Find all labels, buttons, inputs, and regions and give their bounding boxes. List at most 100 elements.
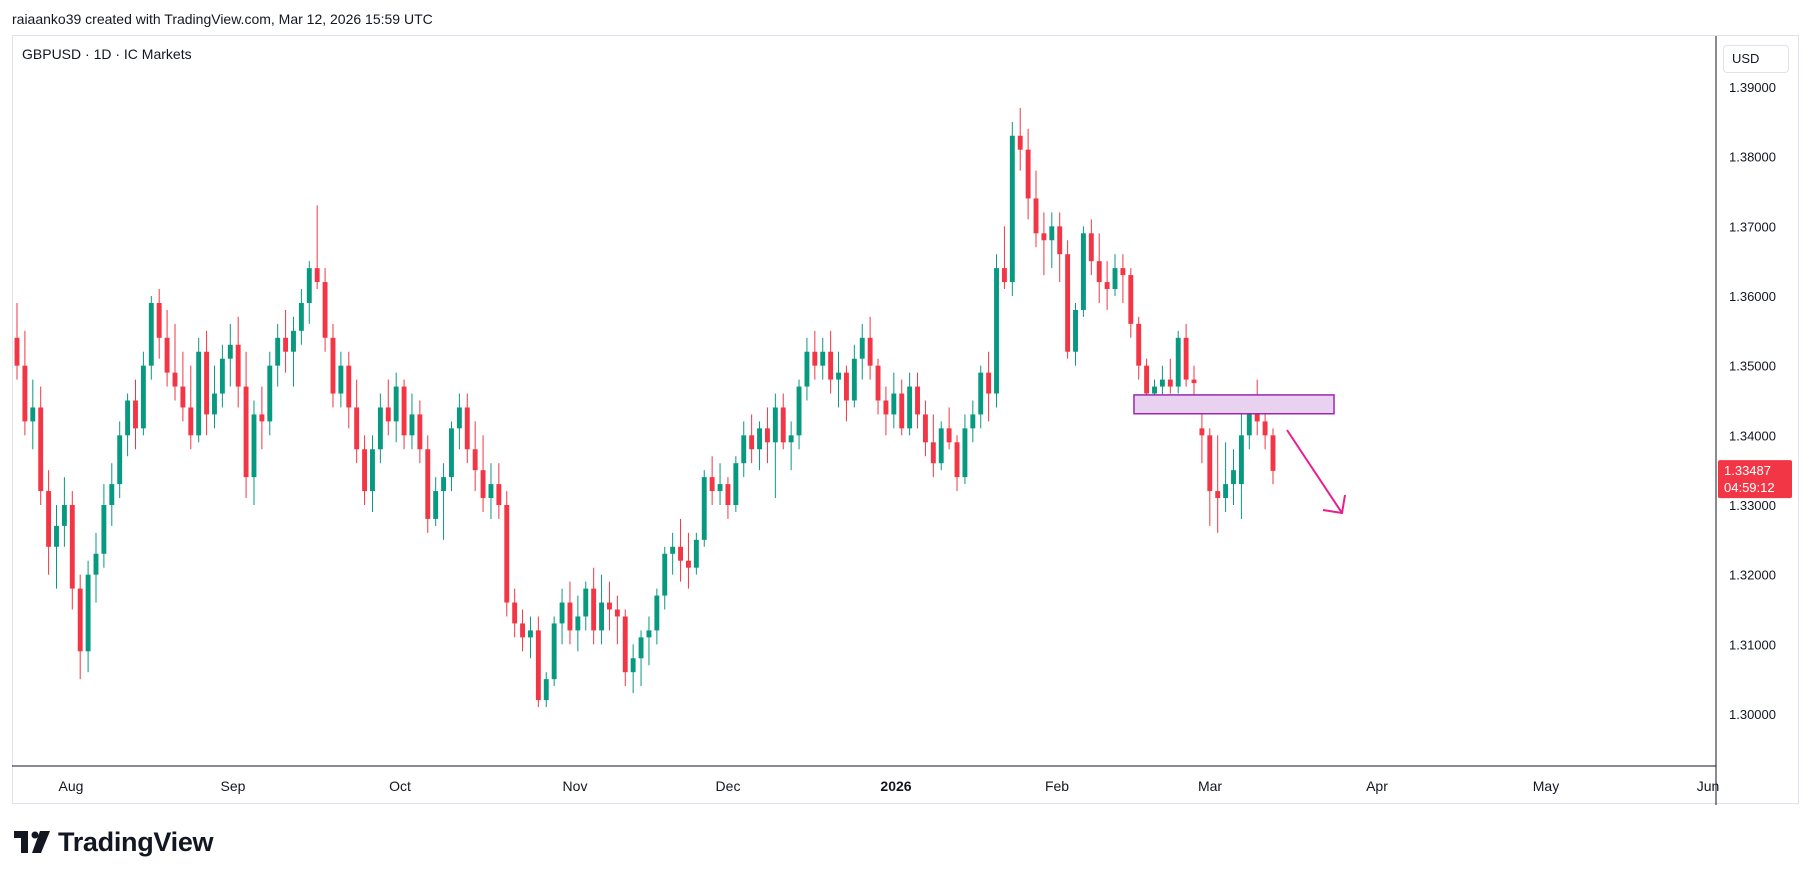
candle[interactable] — [488, 463, 494, 519]
candle[interactable] — [314, 205, 320, 290]
candle[interactable] — [1238, 407, 1244, 519]
candle[interactable] — [567, 581, 573, 645]
candle[interactable] — [480, 435, 486, 512]
candle[interactable] — [227, 323, 233, 387]
candle[interactable] — [654, 588, 660, 645]
candle[interactable] — [938, 421, 944, 471]
candle[interactable] — [472, 421, 478, 492]
candle[interactable] — [1033, 170, 1039, 248]
candle[interactable] — [496, 463, 502, 519]
candle[interactable] — [646, 616, 652, 666]
candle[interactable] — [85, 560, 91, 673]
candle[interactable] — [1041, 212, 1047, 276]
candle[interactable] — [535, 616, 541, 708]
candle[interactable] — [907, 372, 913, 436]
candle[interactable] — [1199, 407, 1205, 464]
candle[interactable] — [962, 414, 968, 485]
candle[interactable] — [140, 351, 146, 436]
candle[interactable] — [591, 567, 597, 645]
candle[interactable] — [101, 484, 107, 568]
candle[interactable] — [812, 330, 818, 380]
trend-arrow-head[interactable] — [1322, 494, 1346, 515]
candle[interactable] — [1025, 128, 1031, 220]
candle[interactable] — [717, 463, 723, 505]
candle[interactable] — [930, 414, 936, 478]
candle[interactable] — [986, 351, 992, 422]
candle[interactable] — [61, 477, 67, 547]
candle[interactable] — [915, 372, 920, 429]
candle[interactable] — [449, 421, 454, 492]
trend-arrow-line[interactable] — [1286, 429, 1343, 514]
candle[interactable] — [733, 456, 739, 512]
candle[interactable] — [970, 400, 976, 443]
candle[interactable] — [212, 365, 217, 429]
candle[interactable] — [204, 330, 210, 436]
candle[interactable] — [172, 323, 178, 401]
candle[interactable] — [828, 330, 834, 394]
candle[interactable] — [543, 672, 549, 708]
candle[interactable] — [1073, 302, 1078, 366]
candle[interactable] — [725, 477, 731, 519]
candle[interactable] — [306, 261, 312, 324]
candle[interactable] — [1231, 449, 1236, 505]
candle[interactable] — [164, 309, 170, 387]
candle[interactable] — [1096, 233, 1102, 303]
candle[interactable] — [1223, 442, 1229, 512]
candle[interactable] — [749, 414, 755, 464]
candle[interactable] — [954, 435, 960, 492]
candle[interactable] — [362, 435, 368, 505]
candle[interactable] — [1088, 219, 1094, 276]
candle[interactable] — [836, 351, 841, 408]
candle[interactable] — [1215, 435, 1221, 533]
candle[interactable] — [851, 344, 857, 408]
candle[interactable] — [385, 379, 391, 436]
candle[interactable] — [978, 365, 984, 429]
candle[interactable] — [1270, 428, 1276, 485]
candle[interactable] — [559, 588, 565, 645]
candle[interactable] — [741, 421, 747, 478]
candle[interactable] — [133, 379, 138, 450]
candle[interactable] — [117, 421, 123, 499]
tradingview-logo[interactable]: TradingView — [14, 827, 214, 857]
candle[interactable] — [1120, 254, 1126, 303]
candle[interactable] — [1175, 330, 1181, 394]
candle[interactable] — [38, 386, 44, 505]
candle[interactable] — [685, 532, 691, 589]
candle[interactable] — [843, 365, 849, 422]
candle[interactable] — [180, 351, 186, 422]
candle[interactable] — [1001, 226, 1007, 290]
candle[interactable] — [764, 407, 770, 464]
candle[interactable] — [267, 351, 273, 436]
candle[interactable] — [417, 400, 423, 464]
candle[interactable] — [188, 365, 194, 450]
candle[interactable] — [46, 470, 52, 575]
candle[interactable] — [22, 330, 28, 436]
candle[interactable] — [54, 505, 59, 589]
candle[interactable] — [69, 491, 75, 610]
candle[interactable] — [630, 644, 636, 694]
candle[interactable] — [1065, 240, 1071, 359]
candle[interactable] — [109, 463, 115, 526]
candle[interactable] — [875, 358, 881, 415]
candle[interactable] — [820, 337, 826, 380]
candle[interactable] — [1009, 121, 1015, 296]
candle[interactable] — [1112, 254, 1118, 296]
candle[interactable] — [338, 351, 344, 408]
candle[interactable] — [433, 477, 439, 526]
candle[interactable] — [701, 470, 707, 547]
candle[interactable] — [504, 491, 510, 617]
candle[interactable] — [283, 309, 289, 373]
candle[interactable] — [1183, 323, 1189, 387]
candle[interactable] — [259, 386, 265, 450]
candle[interactable] — [330, 323, 336, 408]
candle[interactable] — [322, 268, 328, 352]
candle[interactable] — [662, 546, 668, 610]
candle[interactable] — [196, 337, 202, 443]
candle[interactable] — [788, 421, 794, 471]
candle[interactable] — [464, 393, 470, 464]
candle[interactable] — [670, 532, 676, 575]
candle[interactable] — [354, 379, 360, 464]
candle[interactable] — [575, 595, 581, 652]
candle[interactable] — [1080, 226, 1086, 317]
